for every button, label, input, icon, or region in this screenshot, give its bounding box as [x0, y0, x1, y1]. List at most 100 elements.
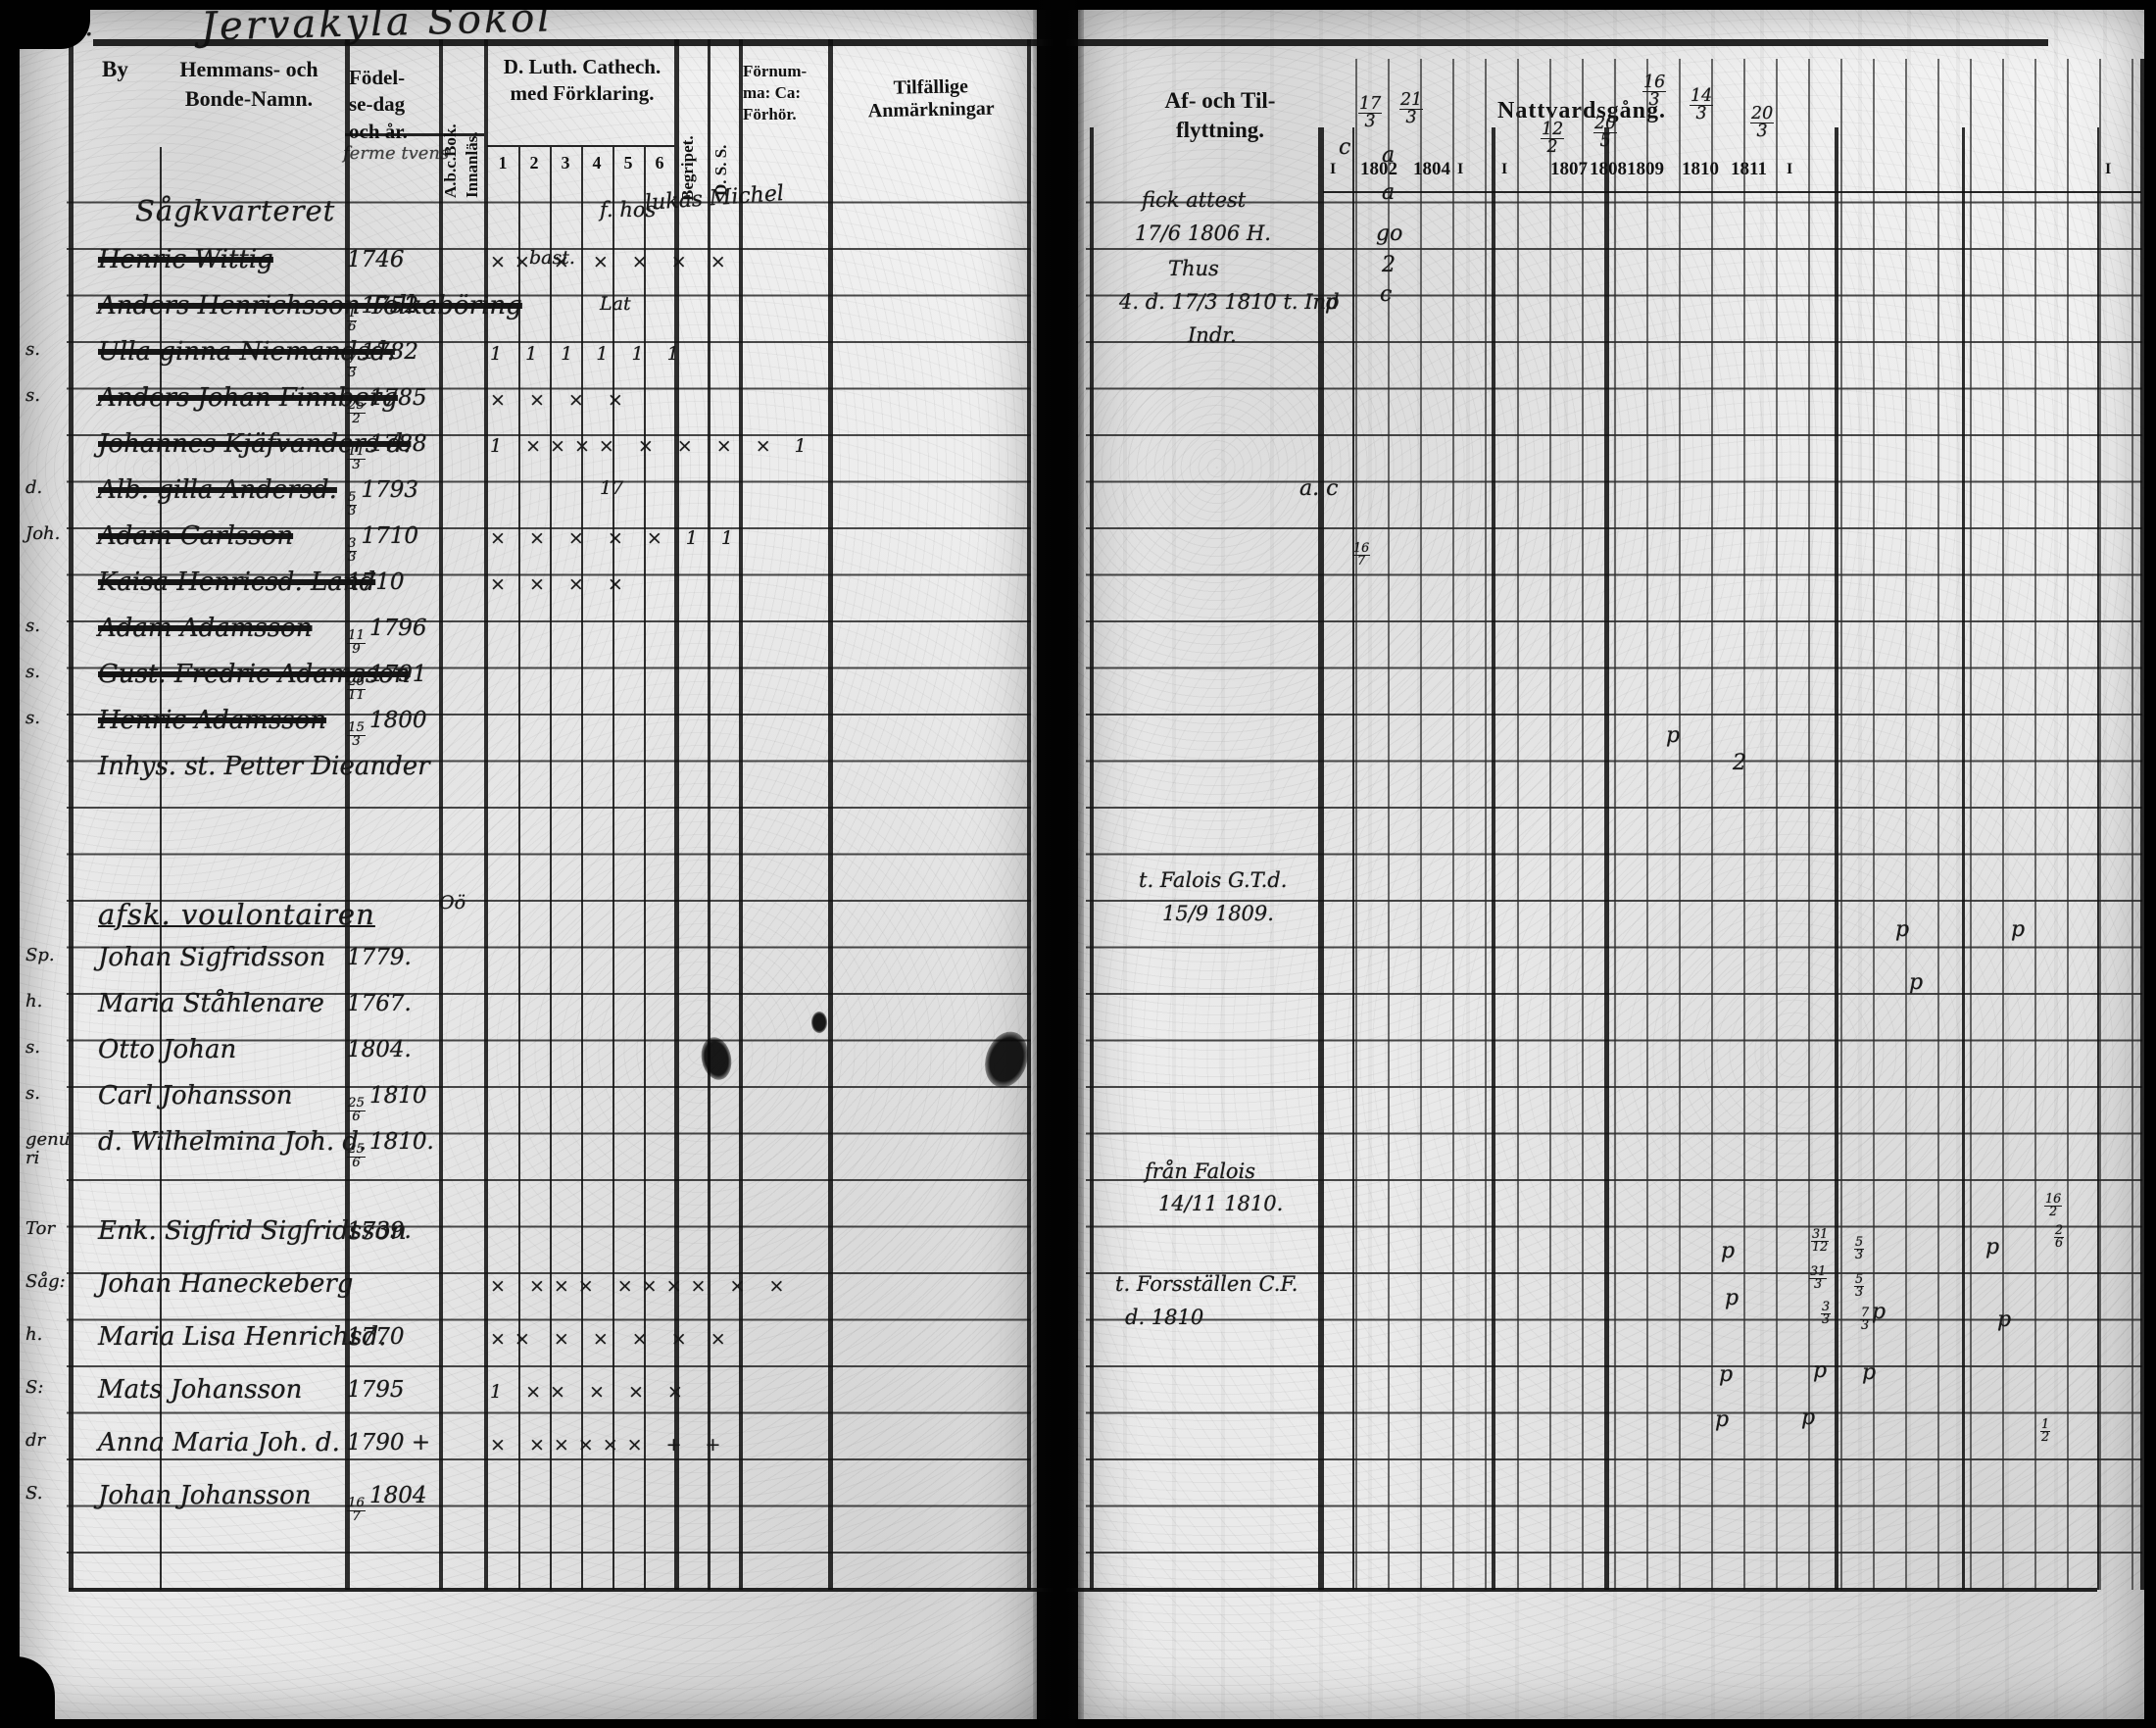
communion-mark: 31 3	[1809, 1253, 1831, 1291]
birth-date: 15 3 1800	[347, 708, 427, 749]
moving-note: 4. d. 17/3 1810 t. Ind	[1119, 290, 1340, 314]
column-rule	[612, 147, 614, 1590]
group-title: Sågkvarteret	[135, 194, 336, 227]
communion-mark: p	[1909, 970, 1924, 995]
birth-date: 25 6 1810	[347, 1083, 427, 1124]
header-birthdate: Födel- se-dag och år.	[349, 66, 408, 143]
date-fraction: 16 3	[1642, 73, 1667, 110]
column-rule	[1352, 127, 1354, 1590]
catechism-col-number: 2	[529, 153, 539, 173]
column-rule	[1835, 127, 1838, 1590]
right-page	[1078, 4, 2146, 1721]
column-rule	[1604, 127, 1609, 1590]
birth-date: 1790 +	[347, 1430, 431, 1456]
page-gutter	[1033, 0, 1084, 1728]
column-rule	[345, 39, 350, 1590]
header-catechism: D. Luth. Cathech. med Förklaring.	[503, 55, 662, 106]
person-name: d. Wilhelmina Joh. d.	[98, 1127, 368, 1157]
ruled-line	[1323, 191, 2141, 193]
person-name: Anders Johan Finnberg	[98, 383, 398, 413]
date-fraction: 11 3	[347, 444, 366, 472]
column-rule	[644, 147, 646, 1590]
person-name: Henric Wittig	[98, 245, 273, 274]
date-fraction: 25 2	[347, 398, 366, 426]
column-rule	[674, 39, 679, 1590]
row-margin-note: s.	[25, 662, 40, 682]
person-name: Johan Johansson	[98, 1481, 312, 1510]
year-label: 1804	[1413, 159, 1450, 179]
header-begripet: Begripet.	[678, 135, 697, 201]
person-name: Enk. Sigfrid Sigfridsson	[98, 1216, 407, 1246]
catechism-marks: 1 1 1 1 1 1	[490, 343, 688, 365]
column-note: bast.	[529, 247, 575, 269]
person-name: Maria Lisa Henrichsd.	[98, 1322, 387, 1352]
communion-mark: a	[1382, 143, 1396, 168]
moving-note: t. Falois G.T.d.	[1139, 868, 1288, 892]
moving-note: t. Forsställen C.F.	[1115, 1272, 1298, 1296]
communion-mark: p	[1813, 1358, 1828, 1383]
date-fraction: 25 6	[347, 1096, 366, 1124]
moving-note: 15/9 1809.	[1162, 902, 1274, 925]
row-margin-note: S:	[25, 1377, 44, 1398]
year-label: 1808	[1590, 159, 1627, 179]
birth-date: 11 9 1796	[347, 616, 427, 657]
person-name: Otto Johan	[98, 1035, 237, 1064]
communion-header-date: 17 3	[1358, 78, 1386, 129]
column-tick: I	[2105, 161, 2112, 177]
date-fraction: 17 3	[1358, 94, 1383, 131]
moving-note: Indr.	[1188, 323, 1237, 347]
communion-mark: p	[1725, 1286, 1740, 1310]
person-name: Anna Maria Joh. d.	[98, 1428, 340, 1457]
header-abc-line1: A.b.c.Bok.	[441, 123, 460, 198]
header-communion: Nattvardsgång.	[1497, 98, 1667, 123]
column-rule	[581, 147, 583, 1590]
catechism-marks: ×× × × × × ×	[490, 251, 735, 272]
person-name: Gust. Fredric Adamsson	[98, 660, 411, 689]
row-margin-note: h.	[25, 1324, 43, 1345]
column-rule	[1492, 127, 1495, 1590]
row-margin-note: d.	[25, 477, 43, 498]
scan-edge-corner	[0, 0, 90, 49]
person-name: Kaisa Henricsd. Land	[98, 568, 376, 597]
communion-header-date: 14 3	[1690, 71, 1717, 122]
birth-date: 3 3 1710	[347, 523, 419, 565]
header-names: Hemmans- och Bonde-Namn.	[179, 57, 318, 111]
date-fraction: 25 6	[347, 1142, 366, 1170]
communion-mark: c	[1339, 135, 1351, 160]
birth-date: 25 6 1810.	[347, 1129, 434, 1170]
catechism-col-number: 6	[655, 153, 664, 173]
catechism-marks: × × × ×	[490, 389, 632, 411]
row-margin-note: dr	[25, 1430, 46, 1451]
date-fraction: 31 3	[1809, 1264, 1828, 1293]
communion-header-date: 21 3	[1399, 74, 1427, 125]
date-fraction: 16 7	[1352, 541, 1371, 569]
column-tick: I	[1330, 161, 1337, 177]
header-by: By	[102, 57, 128, 81]
birth-date: 1770	[347, 1324, 405, 1350]
column-rule	[1962, 127, 1965, 1590]
moving-note: fick attest	[1142, 188, 1247, 212]
catechism-marks: × × × × × 1 1	[490, 527, 743, 549]
column-tick: I	[1787, 161, 1793, 177]
communion-header-date: 16 3	[1642, 57, 1670, 108]
moving-note: från Falois	[1145, 1160, 1256, 1183]
row-margin-note: S.	[25, 1483, 43, 1504]
scan-edge-right	[2144, 0, 2156, 1728]
communion-mark: 2	[1733, 751, 1746, 775]
catechism-marks: × ××××× + +	[490, 1434, 730, 1456]
row-margin-note: Tor	[25, 1218, 56, 1239]
communion-mark: p	[1325, 290, 1340, 315]
column-rule	[2140, 59, 2144, 1590]
communion-mark: p	[1719, 1362, 1734, 1387]
ruled-line	[345, 133, 484, 136]
